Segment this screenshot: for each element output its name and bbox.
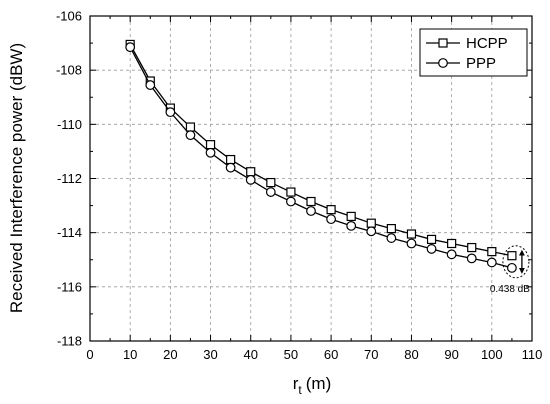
data-point-ppp xyxy=(225,162,236,173)
x-tick-label: 10 xyxy=(123,347,137,362)
legend-item-ppp: PPP xyxy=(426,55,496,72)
tick-labels: 0 10 20 30 40 50 60 70 80 90 100 110 -118 -116 -114 -11… xyxy=(56,9,542,363)
y-tick-label: -108 xyxy=(56,63,82,78)
x-tick-label: 90 xyxy=(444,347,458,362)
data-point-ppp xyxy=(286,196,296,207)
legend-marker-ppp xyxy=(438,58,448,68)
y-axis-title: Received Interference power (dBW) xyxy=(7,43,26,313)
data-point-ppp xyxy=(466,253,477,264)
y-tick-label: -106 xyxy=(56,9,82,24)
legend: HCPP PPP xyxy=(419,28,528,77)
data-point-hcpp xyxy=(326,205,336,215)
x-tick-label: 100 xyxy=(481,347,503,362)
data-point-hcpp xyxy=(487,247,497,257)
x-tick-label: 20 xyxy=(163,347,177,362)
y-tick-label: -110 xyxy=(57,117,82,132)
axis-ticks xyxy=(89,15,533,342)
x-tick-label: 70 xyxy=(364,347,378,362)
data-point-ppp xyxy=(486,257,497,268)
data-point-ppp xyxy=(205,147,216,158)
data-point-ppp xyxy=(145,80,156,90)
data-point-hcpp xyxy=(426,234,437,245)
data-point-hcpp xyxy=(226,154,236,165)
annotation: 0.438 dB xyxy=(490,245,530,295)
x-axis-title-unit: (m) xyxy=(306,374,331,393)
data-point-ppp xyxy=(346,220,357,231)
data-point-ppp xyxy=(185,130,196,141)
data-point-hcpp xyxy=(406,229,417,239)
data-point-hcpp xyxy=(266,177,276,188)
data-point-hcpp xyxy=(386,224,396,234)
data-point-hcpp xyxy=(507,251,517,261)
x-tick-label: 110 xyxy=(522,347,543,362)
data-point-hcpp xyxy=(346,211,356,222)
data-point-hcpp xyxy=(366,218,376,228)
data-point-hcpp xyxy=(286,187,296,197)
data-point-ppp xyxy=(446,249,457,260)
series-ppp xyxy=(125,42,517,273)
series-hcpp xyxy=(125,39,517,261)
data-point-ppp xyxy=(306,206,316,216)
data-point-ppp xyxy=(125,42,136,53)
x-axis-title-main: r xyxy=(293,374,299,393)
y-tick-label: -118 xyxy=(57,334,82,349)
data-point-hcpp xyxy=(306,196,316,207)
data-point-ppp xyxy=(245,174,256,185)
data-point-ppp xyxy=(507,262,517,273)
legend-item-hcpp: HCPP xyxy=(426,35,508,52)
data-point-hcpp xyxy=(205,140,216,150)
x-tick-label: 50 xyxy=(284,347,298,362)
data-point-ppp xyxy=(366,226,377,237)
data-point-hcpp xyxy=(447,238,457,249)
y-tick-label: -114 xyxy=(57,225,82,240)
y-tick-label: -116 xyxy=(57,279,82,294)
x-tick-label: 40 xyxy=(243,347,257,362)
data-point-ppp xyxy=(326,214,336,225)
data-point-hcpp xyxy=(246,167,256,177)
x-tick-label: 0 xyxy=(86,347,93,362)
series-line-ppp xyxy=(129,46,513,269)
data-point-hcpp xyxy=(467,242,477,253)
data-point-hcpp xyxy=(185,122,196,132)
x-axis-title: rt (m) xyxy=(293,374,332,397)
annotation-label: 0.438 dB xyxy=(490,284,530,295)
y-tick-label: -112 xyxy=(57,171,82,186)
x-tick-label: 30 xyxy=(203,347,217,362)
data-point-ppp xyxy=(386,233,397,243)
annotation-ellipse xyxy=(502,245,530,279)
x-tick-label: 80 xyxy=(404,347,418,362)
x-axis-title-sub: t xyxy=(298,383,302,397)
x-tick-label: 60 xyxy=(324,347,338,362)
data-point-ppp xyxy=(426,244,437,254)
data-point-ppp xyxy=(265,187,276,197)
legend-box xyxy=(419,28,528,77)
legend-label-ppp: PPP xyxy=(466,55,496,72)
series-layer xyxy=(125,39,517,273)
data-point-ppp xyxy=(165,107,176,118)
legend-marker-hcpp xyxy=(438,38,448,48)
legend-label-hcpp: HCPP xyxy=(466,35,508,52)
data-point-ppp xyxy=(406,238,417,249)
